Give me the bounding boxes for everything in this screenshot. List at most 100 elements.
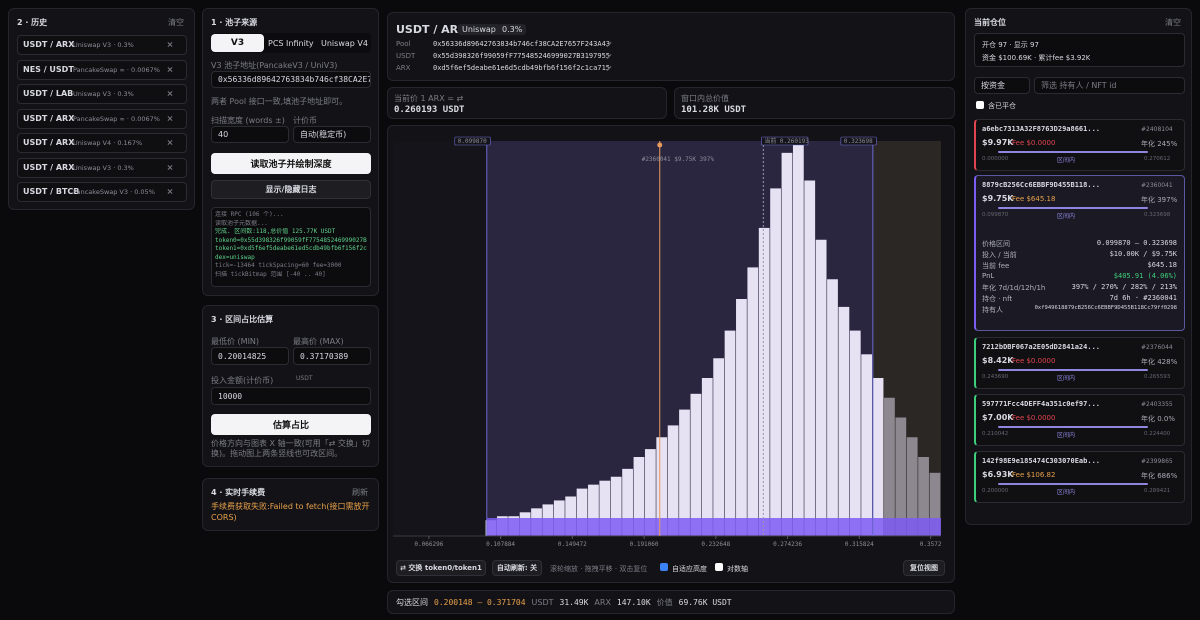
owner: 8879cB256Cc6EBBF9D455B118... — [982, 181, 1101, 189]
bar — [895, 417, 907, 536]
bar — [565, 496, 577, 536]
history-item[interactable] — [17, 108, 187, 129]
pair: NES / USDT — [23, 64, 74, 74]
bar — [644, 449, 656, 536]
estimate-button[interactable]: 估算占比 — [211, 414, 371, 435]
filter-input[interactable]: 筛选 持有人 / NFT id — [1034, 77, 1185, 94]
tvl-label: 窗口内总价值 — [681, 94, 729, 103]
apr: 年化 686% — [1141, 472, 1178, 480]
pair: USDT / ARX — [23, 113, 75, 123]
checkbox-label: 含已平仓 — [988, 102, 1016, 110]
detail-label: PnL — [982, 272, 995, 280]
marker-label-box — [454, 136, 491, 146]
desc: Uniswap V3 · 0.3% — [73, 41, 134, 49]
label: 价值 — [656, 597, 673, 607]
panel-title: 1 · 池子来源 — [211, 18, 258, 27]
panel-title: 当前仓位 — [974, 18, 1006, 27]
address-input[interactable]: 0x56336d89642763834b746cf38CA2E7657F243A… — [211, 71, 371, 88]
detail-value: 0xf949618879cB256Cc6EBBF9D455B118Cc79ff0… — [1034, 305, 1177, 311]
hint: 滚轮缩放 · 拖拽平移 · 双击复位 — [550, 565, 648, 573]
depth-chart[interactable]: 0.066296 0.107884 0.149472 0.191060 0.232648… — [388, 126, 954, 554]
detail-label: 年化 7d/1d/12h/1h — [982, 284, 1046, 292]
bar — [679, 409, 690, 536]
history-item[interactable] — [17, 157, 187, 178]
log-line: 连接 RPC (106 个)... — [215, 211, 284, 218]
value: $9.97K — [982, 138, 1014, 147]
log-button[interactable]: 显示/隐藏日志 — [211, 180, 371, 199]
log-line: dex=uniswap — [215, 253, 255, 261]
min-input[interactable]: 0.20014825 — [211, 347, 289, 365]
dex-badge: Uniswap — [458, 24, 500, 35]
clear-button[interactable]: 清空 — [168, 18, 184, 27]
position-card[interactable] — [974, 337, 1185, 389]
load-button[interactable]: 读取池子并绘制深度 — [211, 153, 371, 174]
quote-select[interactable]: 自动(稳定币) — [293, 126, 371, 143]
sort-select[interactable]: 按资金 — [974, 77, 1030, 94]
position-card[interactable] — [974, 119, 1185, 171]
apr: 年化 0.0% — [1141, 415, 1176, 423]
chart-panel: 0.066296 0.107884 0.149472 0.191060 0.232648… — [387, 125, 955, 583]
desc: Uniswap V4 · 0.167% — [73, 139, 143, 147]
position-card[interactable] — [974, 451, 1185, 503]
amount-input[interactable]: 10000 — [211, 387, 371, 405]
tab[interactable]: PCS Infinity — [268, 39, 314, 48]
tvl-value: 101.28K USDT — [681, 105, 746, 115]
value: 0.260193 — [394, 105, 438, 115]
history-item[interactable] — [17, 182, 187, 202]
price-box: 当前价 1 ARX = ⇄ 0.260193 USDT — [387, 87, 667, 119]
detail-label: 投入 / 当前 — [982, 251, 1017, 259]
history-item[interactable] — [17, 59, 187, 80]
detail-label: 持有人 — [982, 306, 1003, 314]
range-low: 0.099870 — [982, 212, 1009, 218]
position-card[interactable] — [974, 175, 1185, 331]
nft-id: #2376044 — [1141, 344, 1173, 351]
bar — [610, 476, 622, 536]
swap-button[interactable]: ⇄ 交换 token0/token1 — [396, 560, 486, 576]
pair: USDT / BTCB — [23, 187, 80, 196]
address-label: USDT — [396, 52, 416, 60]
bar — [849, 330, 861, 536]
field-label: 投入金额(计价币) — [211, 376, 274, 385]
scan-input[interactable]: 40 — [211, 126, 289, 143]
summary: 开仓 97 · 显示 97 — [982, 41, 1039, 49]
log-box: 连接 RPC (106 个)... 读取池子元数据... 完成. 区间数:118,总… — [211, 207, 371, 287]
marker-label-box — [840, 136, 877, 146]
log-line: 读取池子元数据... — [215, 219, 268, 227]
bar — [667, 425, 679, 536]
bar — [690, 393, 702, 536]
address: 0xd5f6ef5deabe61e6d5cdb49bfb6f156f2c1ca7… — [433, 64, 611, 72]
address-label: ARX — [396, 64, 411, 72]
label: ARX — [594, 597, 611, 607]
positions-panel: 当前仓位 清空 开仓 97 · 显示 97 资金 $100.69K · 累计fe… — [965, 8, 1192, 525]
bar — [747, 267, 759, 536]
history-item[interactable] — [17, 35, 187, 55]
max-input[interactable]: 0.37170389 — [293, 347, 371, 365]
panel-title: 3 · 区间占比估算 — [211, 315, 274, 324]
bar — [861, 354, 873, 536]
auto-refresh-button[interactable]: 自动刷新: 关 — [492, 560, 542, 576]
tab[interactable]: Uniswap V4 — [321, 39, 368, 48]
range-track — [998, 151, 1148, 153]
history-item[interactable] — [17, 84, 187, 104]
hint: 价格方向与图表 X 轴一致(可用「⇄ 交换」切换)。拖动图上两条竖线也可改区间。 — [211, 439, 370, 458]
desc: PancakeSwap ∞ · 0.0067% — [73, 114, 160, 123]
checkbox-label: 对数轴 — [727, 565, 748, 573]
x-tick-label: 0.315824 — [845, 541, 874, 548]
tab[interactable]: V3 — [211, 34, 264, 52]
source-panel: 1 · 池子来源 V3 PCS Infinity Uniswap V4 V3 池… — [202, 8, 379, 296]
detail-value: $645.18 — [1147, 261, 1177, 269]
history-item[interactable] — [17, 133, 187, 153]
refresh-button[interactable]: 刷新 — [352, 488, 368, 497]
checkbox[interactable] — [976, 101, 984, 109]
range-high: 0.289421 — [1144, 488, 1171, 494]
log-line: 扫描 tickBitmap 范围 [-40 .. 40] — [215, 270, 326, 278]
clear-button[interactable]: 清空 — [1165, 18, 1181, 27]
checkbox[interactable] — [660, 563, 668, 571]
bar — [724, 330, 736, 536]
panel-title: 4 · 实时手续费 — [211, 488, 266, 497]
reset-button[interactable]: 复位视图 — [903, 560, 945, 576]
checkbox[interactable] — [715, 563, 723, 571]
position-card[interactable] — [974, 394, 1185, 446]
status: 区间内 — [1057, 213, 1076, 220]
